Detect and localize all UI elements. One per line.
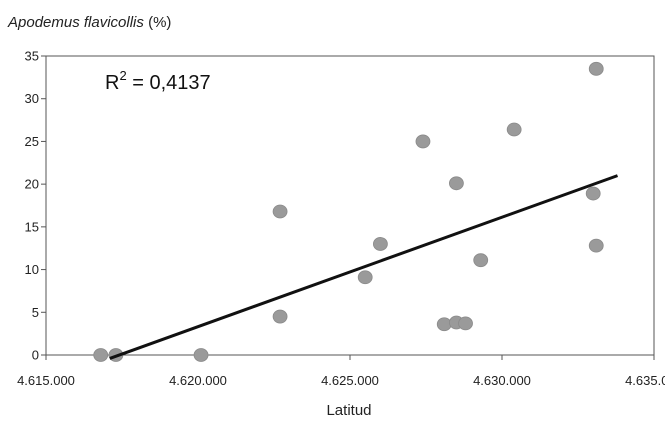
trendline [109,174,619,360]
x-axis-title: Latitud [326,402,371,419]
r-squared-base: R [105,72,119,94]
y-axis-title-suffix: (%) [144,14,172,31]
r-squared-sup: 2 [119,68,126,83]
data-point [415,134,431,149]
data-point [458,316,473,331]
x-axis: 4.615.000 4.620.000 4.625.000 4.630.000 4.63… [17,355,665,388]
r-squared-value: = 0,4137 [127,72,211,94]
data-point [448,176,464,191]
y-tick-label: 35 [25,49,39,64]
y-axis-title-italic: Apodemus flavicollis [7,14,144,31]
y-tick-label: 5 [32,305,39,320]
data-point [193,348,209,362]
plot-area-frame [45,55,655,356]
y-tick-label: 10 [25,262,39,277]
y-axis-title: Apodemus flavicollis (%) [7,14,171,31]
x-tick-label: 4.625.000 [321,373,379,388]
y-tick-label: 30 [25,91,39,106]
y-tick-label: 15 [25,219,39,234]
data-point [588,61,604,76]
x-tick-label: 4.635.000 [625,373,665,388]
data-point [588,238,604,253]
y-axis: 0 5 10 15 20 25 30 35 [25,49,46,363]
data-point [473,253,489,268]
data-point [436,317,452,332]
data-point [506,122,522,137]
x-tick-label: 4.630.000 [473,373,531,388]
y-tick-label: 25 [25,134,39,149]
y-tick-label: 20 [25,177,39,192]
data-points [93,61,604,362]
r-squared-annotation: R2 = 0,4137 [105,68,211,94]
data-point [585,186,601,201]
data-point [272,204,288,219]
x-tick-label: 4.620.000 [169,373,227,388]
data-point [372,237,388,251]
x-tick-label: 4.615.000 [17,373,75,388]
data-point [357,270,373,285]
data-point [93,348,109,362]
y-tick-label: 0 [32,348,39,363]
data-point [272,309,288,324]
